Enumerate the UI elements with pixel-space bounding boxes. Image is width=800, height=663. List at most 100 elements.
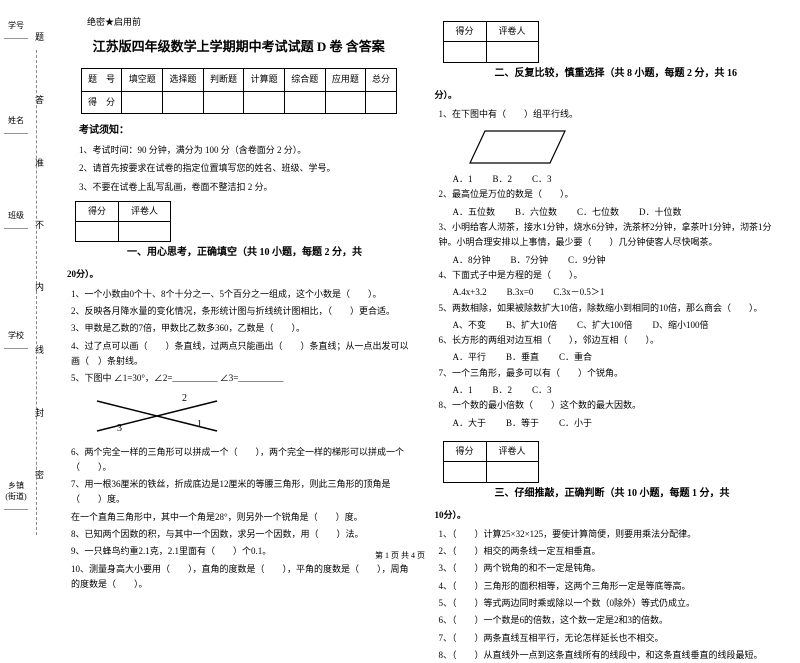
q2-8: 8、一个数的最小倍数（ ）这个数的最大因数。 (439, 398, 779, 413)
secret-label: 绝密★启用前 (87, 15, 411, 30)
grader-box-1: 得分评卷人 (75, 201, 171, 243)
notice-list: 1、考试时间：90 分钟，满分为 100 分（含卷面分 2 分）。 2、请首先按… (79, 143, 411, 195)
th-fill: 填空题 (122, 69, 163, 91)
seal-char-7: 封 (33, 408, 46, 425)
q2-2-opts: A．五位数B．六位数C．七位数D．十位数 (453, 205, 779, 220)
q1-6: 6、两个完全一样的三角形可以拼成一个（ ），两个完全一样的梯形可以拼成一个（ ）… (71, 445, 411, 476)
page-footer: 第 1 页 共 4 页 (0, 550, 800, 561)
section-2-title: 二、反复比较，慎重选择（共 8 小题，每题 2 分，共 16 (495, 65, 779, 82)
q3-8: 8、（ ）从直线外一点到这条直线所有的线段中，和这条直线垂直的线段最短。 (439, 648, 779, 663)
grader-box-2: 得分评卷人 (443, 21, 539, 63)
score-header-row: 题 号 填空题 选择题 判断题 计算题 综合题 应用题 总分 (81, 69, 396, 91)
th-num: 题 号 (81, 69, 122, 91)
side-label-id: 学号______ (4, 20, 28, 40)
th-comp: 综合题 (284, 69, 325, 91)
mini-grader: 评卷人 (119, 201, 171, 221)
q2-4: 4、下面式子中是方程的是（ ）。 (439, 268, 779, 283)
svg-text:2: 2 (182, 393, 187, 404)
svg-text:3: 3 (117, 423, 122, 434)
q3-6: 6、（ ）一个数是6的倍数，这个数一定是2和3的倍数。 (439, 613, 779, 628)
q2-7: 7、一个三角形，最多可以有（ ）个锐角。 (439, 366, 779, 381)
q2-2: 2、最高位是万位的数是（ ）。 (439, 187, 779, 202)
seal-char-2: 答 (33, 95, 46, 112)
q2-6: 6、长方形的两组对边互相（ ），邻边互相（ ）。 (439, 333, 779, 348)
score-value-row: 得 分 (81, 91, 396, 113)
seal-char-3: 准 (33, 158, 46, 175)
section-3-title: 三、仔细推敲，正确判断（共 10 小题，每题 1 分，共 (495, 485, 779, 502)
mini-s-v[interactable] (76, 222, 119, 242)
q2-1-opts: A．1B．2C．3 (453, 172, 779, 187)
seal-char-6: 线 (33, 345, 46, 362)
notice-3: 3、不要在试卷上乱写乱画，卷面不整洁扣 2 分。 (79, 180, 411, 195)
mini3-score: 得分 (443, 441, 486, 461)
notice-1: 1、考试时间：90 分钟，满分为 100 分（含卷面分 2 分）。 (79, 143, 411, 158)
q2-3-opts: A．8分钟B．7分钟C．9分钟 (453, 253, 779, 268)
q1-5: 5、下图中 ∠1=30°，∠2=__________ ∠3=__________ (71, 371, 411, 386)
q2-6-opts: A．平行B．垂直C．重合 (453, 350, 779, 365)
section-1-title-b: 20分）。 (67, 267, 411, 282)
th-calc: 计算题 (244, 69, 285, 91)
seal-char-1: 题 (33, 32, 46, 49)
q1-10: 10、测量身高大小要用（ ），直角的度数是（ ），平角的度数是（ ），周角的度数… (71, 562, 411, 593)
q1-3: 3、甲数是乙数的7倍，甲数比乙数多360，乙数是（ ）。 (71, 321, 411, 336)
q1-4: 4、过了点可以画（ ）条直线，过两点只能画出（ ）条直线；从一点出发可以画（ ）… (71, 339, 411, 370)
side-label-class: 班级______ (4, 210, 28, 230)
td-5[interactable] (284, 91, 325, 113)
td-3[interactable] (203, 91, 244, 113)
th-total: 总分 (366, 69, 397, 91)
q3-1: 1、（ ）计算25×32×125，要使计算简便，则要用乘法分配律。 (439, 527, 779, 542)
td-2[interactable] (163, 91, 204, 113)
td-1[interactable] (122, 91, 163, 113)
td-4[interactable] (244, 91, 285, 113)
right-column: 得分评卷人 二、反复比较，慎重选择（共 8 小题，每题 2 分，共 16 分）。… (423, 15, 791, 560)
left-column: 绝密★启用前 江苏版四年级数学上学期期中考试试题 D 卷 含答案 题 号 填空题… (55, 15, 423, 560)
q1-7b: 在一个直角三角形中，其中一个角是28°，则另外一个锐角是（ ）度。 (71, 510, 411, 525)
exam-title: 江苏版四年级数学上学期期中考试试题 D 卷 含答案 (67, 36, 411, 58)
q1-7: 7、用一根36厘米的铁丝，折成底边是12厘米的等腰三角形，则此三角形的顶角是（ … (71, 477, 411, 508)
seal-char-4: 不 (33, 220, 46, 237)
q2-8-opts: A．大于B．等于C．小于 (453, 416, 779, 431)
q2-5: 5、两数相除，如果被除数扩大10倍，除数缩小到相同的10倍，那么商会（ ）。 (439, 301, 779, 316)
parallelogram-figure (465, 126, 565, 168)
seal-line (36, 50, 37, 535)
mini3-s-v[interactable] (443, 462, 486, 482)
mini-score: 得分 (76, 201, 119, 221)
mini3-grader: 评卷人 (486, 441, 538, 461)
section-2-title-b: 分）。 (435, 88, 779, 103)
mini2-g-v[interactable] (486, 42, 538, 62)
td-6[interactable] (325, 91, 366, 113)
grader-box-3: 得分评卷人 (443, 441, 539, 483)
q1-2: 2、反映各月降水量的变化情况，条形统计图与折线统计图相比，（ ）更合适。 (71, 304, 411, 319)
angle-figure: 2 3 1 (87, 391, 227, 441)
mini-g-v[interactable] (119, 222, 171, 242)
svg-text:1: 1 (197, 419, 202, 430)
mini2-score: 得分 (443, 22, 486, 42)
td-label: 得 分 (81, 91, 122, 113)
q1-1: 1、一个小数由0个十、8个十分之一、5个百分之一组成，这个小数是（ ）。 (71, 287, 411, 302)
q1-8: 8、已知两个因数的积，与其中一个因数，求另一个因数，用（ ）法。 (71, 527, 411, 542)
th-app: 应用题 (325, 69, 366, 91)
q3-5: 5、（ ）等式两边同时乘或除以一个数（0除外）等式仍成立。 (439, 596, 779, 611)
seal-char-8: 密 (33, 470, 46, 487)
q3-7: 7、（ ）两条直线互相平行，无论怎样延长也不相交。 (439, 631, 779, 646)
side-label-name: 姓名______ (4, 115, 28, 135)
q2-5-opts: A、不变B、扩大10倍C、扩大100倍D、缩小100倍 (453, 318, 779, 333)
side-label-town: 乡镇(街道)______ (4, 480, 28, 511)
q2-3: 3、小明给客人沏茶，接水1分钟，烧水6分钟，洗茶杯2分钟，拿茶叶1分钟，沏茶1分… (439, 220, 779, 251)
mini2-s-v[interactable] (443, 42, 486, 62)
binding-margin: 学号______ 姓名______ 班级______ 学校______ 乡镇(街… (0, 0, 50, 565)
section-1-title: 一、用心思考，正确填空（共 10 小题，每题 2 分，共 (127, 244, 411, 261)
q2-7-opts: A．1B．2C．3 (453, 383, 779, 398)
q3-4: 4、（ ）三角形的面积相等，这两个三角形一定是等底等高。 (439, 579, 779, 594)
mini2-grader: 评卷人 (486, 22, 538, 42)
th-choice: 选择题 (163, 69, 204, 91)
section-3-title-b: 10分）。 (435, 508, 779, 523)
score-table: 题 号 填空题 选择题 判断题 计算题 综合题 应用题 总分 得 分 (81, 68, 397, 114)
seal-char-5: 内 (33, 282, 46, 299)
notice-title: 考试须知： (79, 122, 411, 139)
mini3-g-v[interactable] (486, 462, 538, 482)
q3-3: 3、（ ）两个锐角的和不一定是钝角。 (439, 561, 779, 576)
td-7[interactable] (366, 91, 397, 113)
q2-4-opts: A.4x+3.2B.3x=0C.3x－0.5＞1 (453, 285, 779, 300)
notice-2: 2、请首先按要求在试卷的指定位置填写您的姓名、班级、学号。 (79, 161, 411, 176)
